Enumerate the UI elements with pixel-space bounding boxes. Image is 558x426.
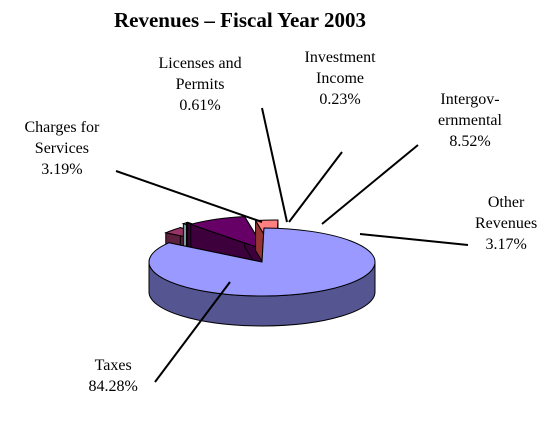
slice-name-line: Services [34,139,89,157]
leader-line-1 [115,170,263,223]
leader-line-0 [154,281,231,383]
slice-label-1: Charges for Services 3.19% [25,117,100,180]
slice-label-0: Taxes 84.28% [89,355,138,397]
slice-value-label: 0.23% [319,90,361,108]
slice-name-line: Licenses and [158,54,242,72]
slice-name-line: Investment [304,48,376,66]
slice-label-4: Intergov-ernmental 8.52% [438,89,502,152]
slice-name-line: Permits [175,75,225,93]
slice-value-label: 0.61% [179,96,221,114]
slice-label-3: Investment Income 0.23% [305,47,376,110]
chart-title: Revenues – Fiscal Year 2003 [114,8,366,32]
slice-name-line: Taxes [94,357,132,374]
leader-line-5 [359,233,469,246]
slice-value-label: 3.17% [485,235,527,253]
slice-value-label: 84.28% [88,378,138,395]
slice-name-line: ernmental [438,111,502,129]
slice-value-label: 8.52% [449,132,491,150]
slice-name-line: Other [487,193,525,211]
slice-value-label: 3.19% [41,160,83,178]
slice-name-line: Income [316,69,365,87]
slice-label-2: Licenses and Permits 0.61% [159,53,242,116]
slice-name-line: Intergov- [440,90,500,108]
slice-name-line: Charges for [24,118,100,136]
leader-line-4 [321,144,419,225]
slice-label-5: Other Revenues 3.17% [475,192,537,255]
slice-name-line: Revenues [475,214,538,232]
pie-slice-0 [148,227,376,327]
leader-line-3 [288,151,343,223]
leader-line-2 [261,107,288,223]
